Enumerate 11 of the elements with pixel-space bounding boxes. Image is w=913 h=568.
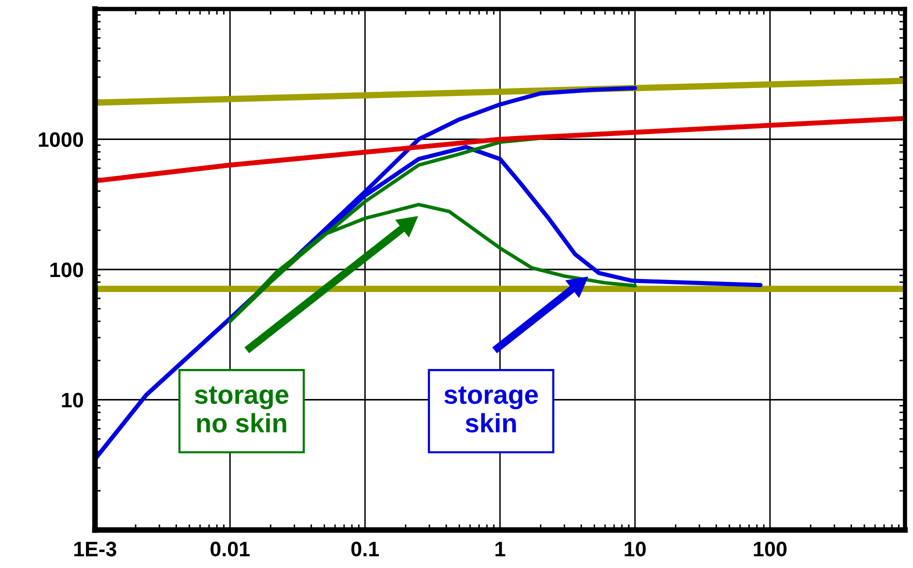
x-tick-label: 1E-3 (74, 542, 116, 556)
x-tick-label: 0.1 (351, 542, 379, 556)
annotation: storage no skin (194, 386, 288, 433)
x-tick-label: 1 (496, 542, 506, 556)
y-tick-label: 1000 (38, 132, 84, 148)
x-tick-label: 100 (754, 542, 787, 556)
x-tick-label: 10 (624, 542, 646, 556)
x-tick-label: 0.01 (210, 542, 250, 556)
y-tick-label: 10 (62, 392, 84, 408)
y-tick-label: 100 (50, 262, 84, 278)
annotation: storage skin (444, 386, 538, 433)
